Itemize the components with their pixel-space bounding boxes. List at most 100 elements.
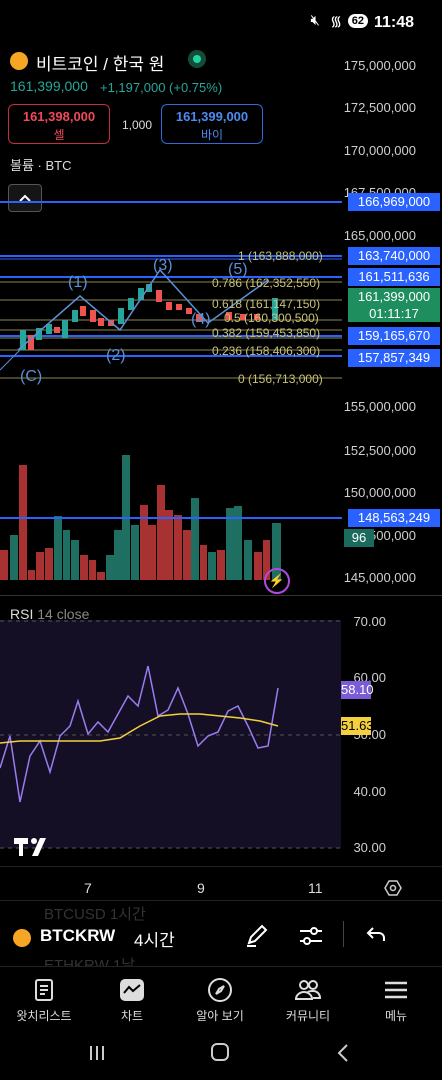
system-navigation-bar [0, 1030, 442, 1080]
fib-label: 0.786 (162,352,550) [212, 276, 321, 290]
wave-label-1: (1) [68, 274, 88, 291]
community-icon [294, 980, 322, 1000]
interval-selector[interactable]: 4시간 [134, 931, 175, 950]
sell-price: 161,398,000 [22, 109, 96, 124]
price-axis-tick: 170,000,000 [343, 143, 416, 158]
order-quantity[interactable]: 1,000 [122, 118, 153, 132]
wifi-icon: ᯾ [330, 13, 342, 29]
nav-watchlist[interactable]: 왓치리스트 [0, 975, 88, 1024]
undo-icon[interactable] [366, 925, 386, 949]
nav-label: 커뮤니티 [285, 1009, 331, 1023]
home-icon[interactable] [210, 1042, 230, 1067]
price-axis-tick: 165,000,000 [343, 228, 416, 243]
tradingview-logo-icon[interactable] [14, 835, 50, 863]
rsi-value-tag: 58.10 [341, 681, 374, 699]
wave-label-4: (4) [191, 311, 211, 328]
recent-apps-icon[interactable] [88, 1044, 106, 1067]
buy-label: 바이 [200, 128, 224, 142]
wave-label-3: (3) [153, 257, 173, 274]
wave-label-c: (C) [20, 368, 43, 385]
rsi-chart[interactable] [0, 596, 342, 866]
chevron-up-icon [19, 194, 31, 202]
elliott-wave-path [17, 268, 269, 351]
time-axis-divider [0, 866, 442, 867]
buy-button[interactable]: 161,399,000 바이 [161, 104, 263, 144]
fib-label: 0 (156,713,000) [238, 372, 323, 386]
watchlist-icon [35, 979, 53, 1001]
bottom-navigation: 왓치리스트 차트 알아 보기 커뮤니티 메뉴 [0, 966, 442, 1031]
indicators-icon[interactable] [298, 924, 324, 953]
battery-indicator: 62 [347, 14, 368, 28]
nav-label: 알아 보기 [196, 1009, 244, 1023]
chart-icon [120, 979, 144, 1001]
horizontal-line-tag[interactable]: 159,165,670 [348, 327, 440, 345]
bitcoin-small-icon [13, 929, 31, 947]
wave-label-2: (2) [106, 347, 126, 364]
rsi-band-lines [0, 620, 341, 849]
price-axis-tick: 152,500,000 [343, 443, 416, 458]
fib-label: 0.618 (161,147,150) [212, 297, 321, 311]
nav-menu[interactable]: 메뉴 [352, 975, 440, 1024]
horizontal-line-tag[interactable]: 148,563,249 [348, 509, 440, 527]
rsi-axis-tick: 30.00 [353, 840, 386, 855]
nav-explore[interactable]: 알아 보기 [176, 975, 264, 1024]
collapse-legend-button[interactable] [8, 184, 42, 212]
rsi-band-background [0, 620, 341, 848]
nav-label: 차트 [120, 1009, 144, 1023]
time-axis-label: 11 [308, 880, 323, 896]
rsi-axis-tick: 40.00 [353, 784, 386, 799]
fib-label: 0.5 (160,300,500) [224, 311, 319, 325]
symbol-title[interactable]: 비트코인 / 한국 원 [36, 55, 165, 74]
price-chart[interactable] [0, 180, 442, 595]
drawing-tool-icon[interactable] [244, 922, 270, 953]
nav-label: 왓치리스트 [16, 1009, 72, 1023]
back-icon[interactable] [336, 1043, 350, 1068]
last-price: 161,399,000 [10, 78, 88, 94]
volume-value-tag: 96 [344, 529, 374, 547]
sell-label: 셀 [53, 128, 65, 142]
price-axis-tick: 172,500,000 [343, 100, 416, 115]
toolbar-divider [0, 900, 442, 901]
horizontal-line-tag[interactable]: 157,857,349 [348, 349, 440, 367]
compass-icon [208, 978, 232, 1002]
price-axis-tick: 175,000,000 [343, 58, 416, 73]
horizontal-line-tag[interactable]: 163,740,000 [348, 247, 440, 265]
menu-icon [385, 981, 407, 999]
time-axis-label: 9 [197, 880, 205, 896]
market-open-icon [188, 50, 206, 68]
chart-settings-icon[interactable] [384, 879, 402, 902]
volume-legend[interactable]: 볼륨 · BTC [10, 158, 72, 173]
price-axis-tick: 150,000,000 [343, 485, 416, 500]
bitcoin-logo-icon [10, 52, 28, 70]
current-price: 161,399,000 [357, 289, 431, 304]
nav-community[interactable]: 커뮤니티 [264, 975, 352, 1024]
rsi-axis-tick: 70.00 [353, 614, 386, 629]
sell-button[interactable]: 161,398,000 셀 [8, 104, 110, 144]
symbol-selector[interactable]: BTCKRW [40, 926, 116, 945]
price-axis-tick: 145,000,000 [343, 570, 416, 585]
price-change: +1,197,000 (+0.75%) [100, 80, 223, 95]
time-axis-label: 7 [84, 880, 92, 896]
rsi-line [0, 665, 279, 803]
current-price-tag: 161,399,000 01:11:17 [348, 288, 440, 322]
fib-label: 0.236 (158,406,300) [212, 344, 321, 358]
rsi-ma-line [0, 713, 279, 744]
fib-label: 0.382 (159,453,850) [212, 326, 321, 340]
bar-countdown: 01:11:17 [369, 306, 419, 321]
rsi-params: 14 close [37, 606, 90, 622]
rsi-legend[interactable]: RSI 14 close [10, 606, 89, 622]
status-bar: 🔇︎ ᯾ 62 11:48 [0, 0, 442, 46]
buy-price: 161,399,000 [175, 109, 249, 124]
lightning-icon[interactable]: ⚡ [264, 568, 290, 594]
price-axis-tick: 155,000,000 [343, 399, 416, 414]
wave-label-5: (5) [228, 261, 248, 278]
toolbar-separator [343, 921, 344, 947]
nav-label: 메뉴 [384, 1009, 408, 1023]
previous-symbol-ghost: BTCUSD 1시간 [44, 906, 146, 923]
horizontal-line-tag[interactable]: 166,969,000 [348, 193, 440, 211]
fib-label: 1 (163,888,000) [238, 249, 323, 263]
horizontal-line-tag[interactable]: 161,511,636 [348, 268, 440, 286]
rsi-ma-value-tag: 51.63 [341, 717, 374, 735]
nav-chart[interactable]: 차트 [88, 975, 176, 1024]
pane-divider[interactable] [0, 595, 442, 596]
